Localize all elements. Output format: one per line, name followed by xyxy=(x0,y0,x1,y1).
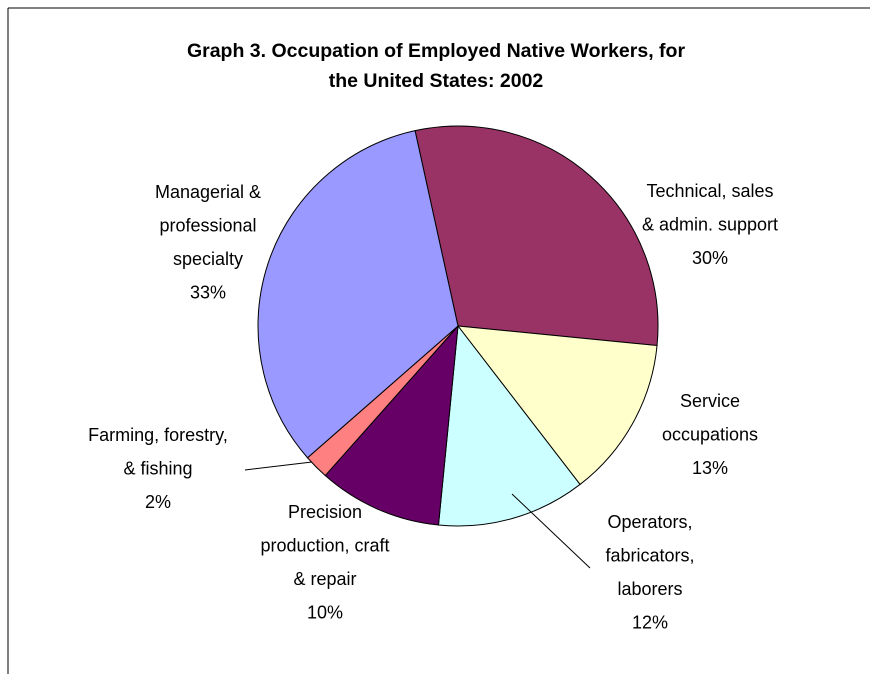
slice-label: Managerial & xyxy=(155,182,261,202)
slice-label: & admin. support xyxy=(642,214,778,234)
slice-label: & fishing xyxy=(123,458,192,478)
pie-slice xyxy=(456,325,658,486)
slice-label: production, craft xyxy=(260,535,389,555)
value-label: 10% xyxy=(307,602,343,622)
pie-slice xyxy=(324,324,459,526)
pie-slice xyxy=(437,324,581,527)
slice-label: & repair xyxy=(293,569,356,589)
slice-label: Precision xyxy=(288,502,362,522)
leader-line xyxy=(511,493,591,569)
slice-label: Farming, forestry, xyxy=(88,425,228,445)
chart-title: Graph 3. Occupation of Employed Native W… xyxy=(186,40,686,92)
slice-label: fabricators, xyxy=(605,545,694,565)
slice-label: Technical, sales xyxy=(646,181,773,201)
value-label: 30% xyxy=(692,248,728,268)
pie-slice xyxy=(414,125,659,347)
pie-slice xyxy=(257,130,459,459)
value-label: 13% xyxy=(692,458,728,478)
slice-label: Service xyxy=(680,391,740,411)
value-label: 2% xyxy=(145,492,171,512)
leader-line xyxy=(244,461,313,471)
slice-label: specialty xyxy=(173,249,243,269)
slice-label: occupations xyxy=(662,424,758,444)
slice-label: Operators, xyxy=(607,512,692,532)
slice-label: professional xyxy=(159,215,256,235)
slice-label: laborers xyxy=(617,579,682,599)
value-label: 33% xyxy=(190,282,226,302)
value-label: 12% xyxy=(632,612,668,632)
